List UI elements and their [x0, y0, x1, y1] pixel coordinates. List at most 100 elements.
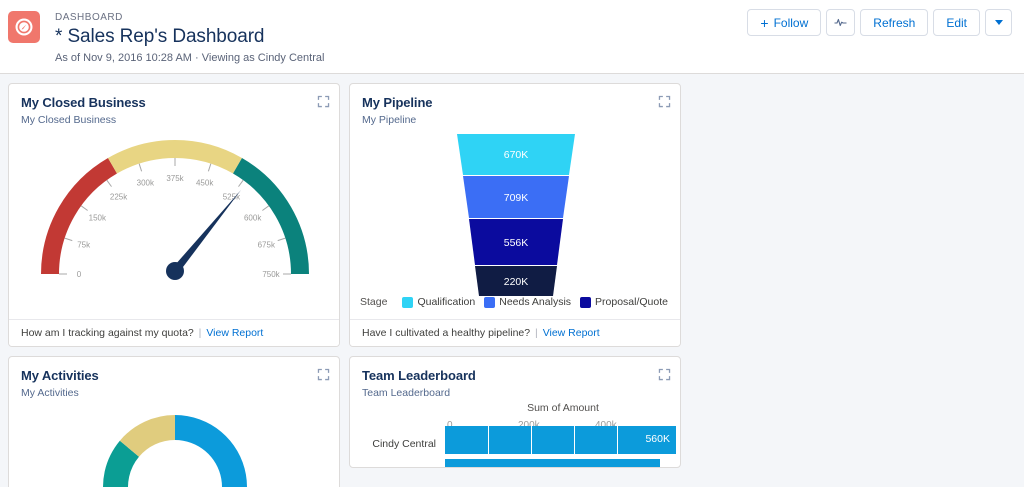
gauge-tick-label: 300k — [137, 179, 155, 188]
gauge-tick — [80, 205, 88, 211]
gauge-tick-label: 150k — [89, 214, 107, 223]
leaderboard-chart: Sum of Amount 0 200k 400k Cindy Central … — [350, 399, 680, 467]
funnel-label-3: 556K — [504, 237, 529, 249]
view-report-link[interactable]: View Report — [542, 327, 600, 339]
widget-my-activities: My Activities My Activities 72 Type Call — [8, 356, 340, 487]
header-actions: + Follow Refresh Edit — [742, 9, 1012, 36]
axis-tick-label: 0 — [447, 420, 453, 431]
gauge-chart: 0 75k 150k 225k 300k 375k 450k 525k 600k 675k 750k… — [9, 128, 339, 344]
funnel-svg: 670K 709K 556K 220K — [457, 134, 575, 296]
legend-item[interactable]: Qualification — [402, 296, 475, 308]
axis-tick-label: 200k — [518, 420, 540, 431]
funnel-label-4: 220K — [504, 276, 529, 288]
axis-ticks: 0 200k 400k — [350, 420, 680, 432]
gauge-tick-label: 450k — [196, 179, 214, 188]
gauge-tick-label: 750k — [262, 270, 280, 279]
gauge-tick-label: 0 — [77, 270, 82, 279]
gauge-tick — [64, 237, 73, 242]
refresh-button[interactable]: Refresh — [860, 9, 929, 36]
gauge-tick — [238, 179, 244, 187]
gauge-tick — [106, 179, 112, 187]
legend-swatch — [580, 296, 592, 308]
gauge-tick-label: 225k — [110, 192, 128, 201]
funnel-segment-2 — [463, 176, 569, 218]
card-subtitle: My Closed Business — [21, 114, 117, 126]
card-footer: How am I tracking against my quota? | Vi… — [9, 319, 339, 346]
gauge-icon — [15, 18, 33, 36]
expand-icon[interactable] — [317, 95, 330, 108]
more-actions-button[interactable] — [985, 9, 1012, 36]
card-header: My Closed Business My Closed Business — [9, 84, 339, 128]
category-label: Cindy Central — [372, 438, 436, 450]
funnel-legend: Stage Qualification Needs Analysis Propo… — [360, 295, 674, 309]
legend-item[interactable]: Needs Analysis — [484, 296, 571, 308]
gauge-tick-label: 375k — [166, 174, 184, 183]
gridline — [488, 426, 489, 454]
card-subtitle: My Pipeline — [362, 114, 417, 126]
widget-my-pipeline: My Pipeline My Pipeline 670K 709K — [349, 83, 681, 347]
header-text-block: DASHBOARD * Sales Rep's Dashboard As of … — [55, 9, 1012, 66]
funnel-segment-1 — [457, 134, 575, 175]
gauge-tick — [138, 163, 143, 172]
widget-my-closed-business: My Closed Business My Closed Business 0 7… — [8, 83, 340, 347]
legend-item[interactable]: Proposal/Quote — [580, 296, 668, 308]
page-header: DASHBOARD * Sales Rep's Dashboard As of … — [0, 0, 1024, 74]
card-header: My Activities My Activities — [9, 357, 339, 401]
footer-separator: | — [535, 327, 538, 339]
chevron-down-icon — [994, 20, 1003, 25]
card-title: My Pipeline — [362, 95, 433, 110]
expand-icon[interactable] — [658, 368, 671, 381]
plus-icon: + — [760, 14, 769, 31]
gauge-tick-label: 525k — [223, 192, 241, 201]
gauge-tick-label: 675k — [258, 240, 276, 249]
card-subtitle: Team Leaderboard — [362, 387, 451, 399]
legend-item-label: Proposal/Quote — [595, 296, 668, 308]
subscribe-button[interactable] — [826, 9, 856, 36]
legend-item-label: Qualification — [417, 296, 476, 308]
gauge-tick — [262, 205, 270, 211]
breadcrumb: DASHBOARD — [55, 12, 123, 23]
subscribe-icon — [834, 18, 847, 27]
donut-segment-call[interactable] — [175, 415, 247, 487]
card-subtitle: My Activities — [21, 387, 79, 399]
funnel-shape: 670K 709K 556K 220K — [350, 130, 680, 307]
edit-button-label: Edit — [946, 15, 967, 30]
axis-title: Sum of Amount — [527, 402, 599, 414]
view-report-link[interactable]: View Report — [206, 327, 264, 339]
card-title: My Activities — [21, 368, 99, 383]
bar-second[interactable] — [445, 459, 660, 467]
donut-segment-prep[interactable] — [103, 440, 139, 487]
gauge-range-label: (500K to 750K) — [9, 346, 339, 347]
widget-team-leaderboard: Team Leaderboard Team Leaderboard Sum of… — [349, 356, 681, 468]
follow-button[interactable]: + Follow — [747, 9, 822, 36]
dashboard-grid: My Closed Business My Closed Business 0 7… — [0, 74, 1024, 487]
gridline — [531, 426, 532, 454]
card-title: My Closed Business — [21, 95, 146, 110]
funnel-segment-3 — [469, 219, 563, 265]
funnel-label-1: 670K — [504, 149, 529, 161]
bar-value-label: 560K — [645, 433, 670, 445]
funnel-chart: 670K 709K 556K 220K Stage Qualification … — [350, 128, 680, 315]
card-footer: Have I cultivated a healthy pipeline? | … — [350, 319, 680, 346]
legend-swatch — [402, 296, 414, 308]
follow-button-label: Follow — [773, 15, 809, 30]
funnel-segment-4 — [475, 266, 557, 296]
gauge-tick — [277, 237, 286, 242]
donut-chart: 72 Type Call Email Meeting Pr — [9, 401, 339, 487]
dashboard-app-logo — [8, 11, 40, 43]
refresh-button-label: Refresh — [873, 15, 916, 30]
funnel-label-2: 709K — [504, 192, 529, 204]
gauge-tick-label: 75k — [77, 240, 91, 249]
legend-item-label: Needs Analysis — [499, 296, 572, 308]
gauge-tick-label: 600k — [244, 214, 262, 223]
card-title: Team Leaderboard — [362, 368, 476, 383]
card-header: My Pipeline My Pipeline — [350, 84, 680, 128]
gauge-svg: 0 75k 150k 225k 300k 375k 450k 525k 600k 675k 750k — [41, 140, 309, 280]
donut-segment-other[interactable] — [119, 415, 175, 457]
expand-icon[interactable] — [658, 95, 671, 108]
footer-question: How am I tracking against my quota? — [21, 327, 194, 339]
edit-button[interactable]: Edit — [933, 9, 980, 36]
bar-cindy-central[interactable]: 560K — [445, 426, 676, 454]
expand-icon[interactable] — [317, 368, 330, 381]
legend-swatch — [484, 296, 496, 308]
